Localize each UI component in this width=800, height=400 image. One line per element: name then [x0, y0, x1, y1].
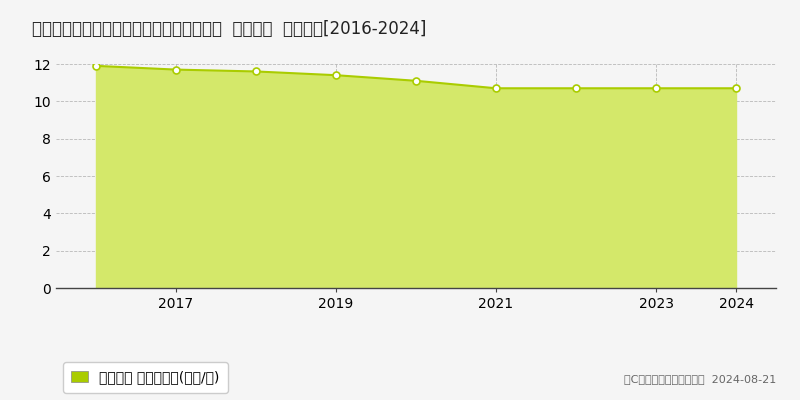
Text: 東京都青梅市小曽木３丁目２０２４番１外  地価公示  地価推移[2016-2024]: 東京都青梅市小曽木３丁目２０２４番１外 地価公示 地価推移[2016-2024]: [32, 20, 426, 38]
Text: （C）土地価格ドットコム  2024-08-21: （C）土地価格ドットコム 2024-08-21: [624, 374, 776, 384]
Legend: 地価公示 平均嵪単価(万円/嵪): 地価公示 平均嵪単価(万円/嵪): [63, 362, 228, 393]
